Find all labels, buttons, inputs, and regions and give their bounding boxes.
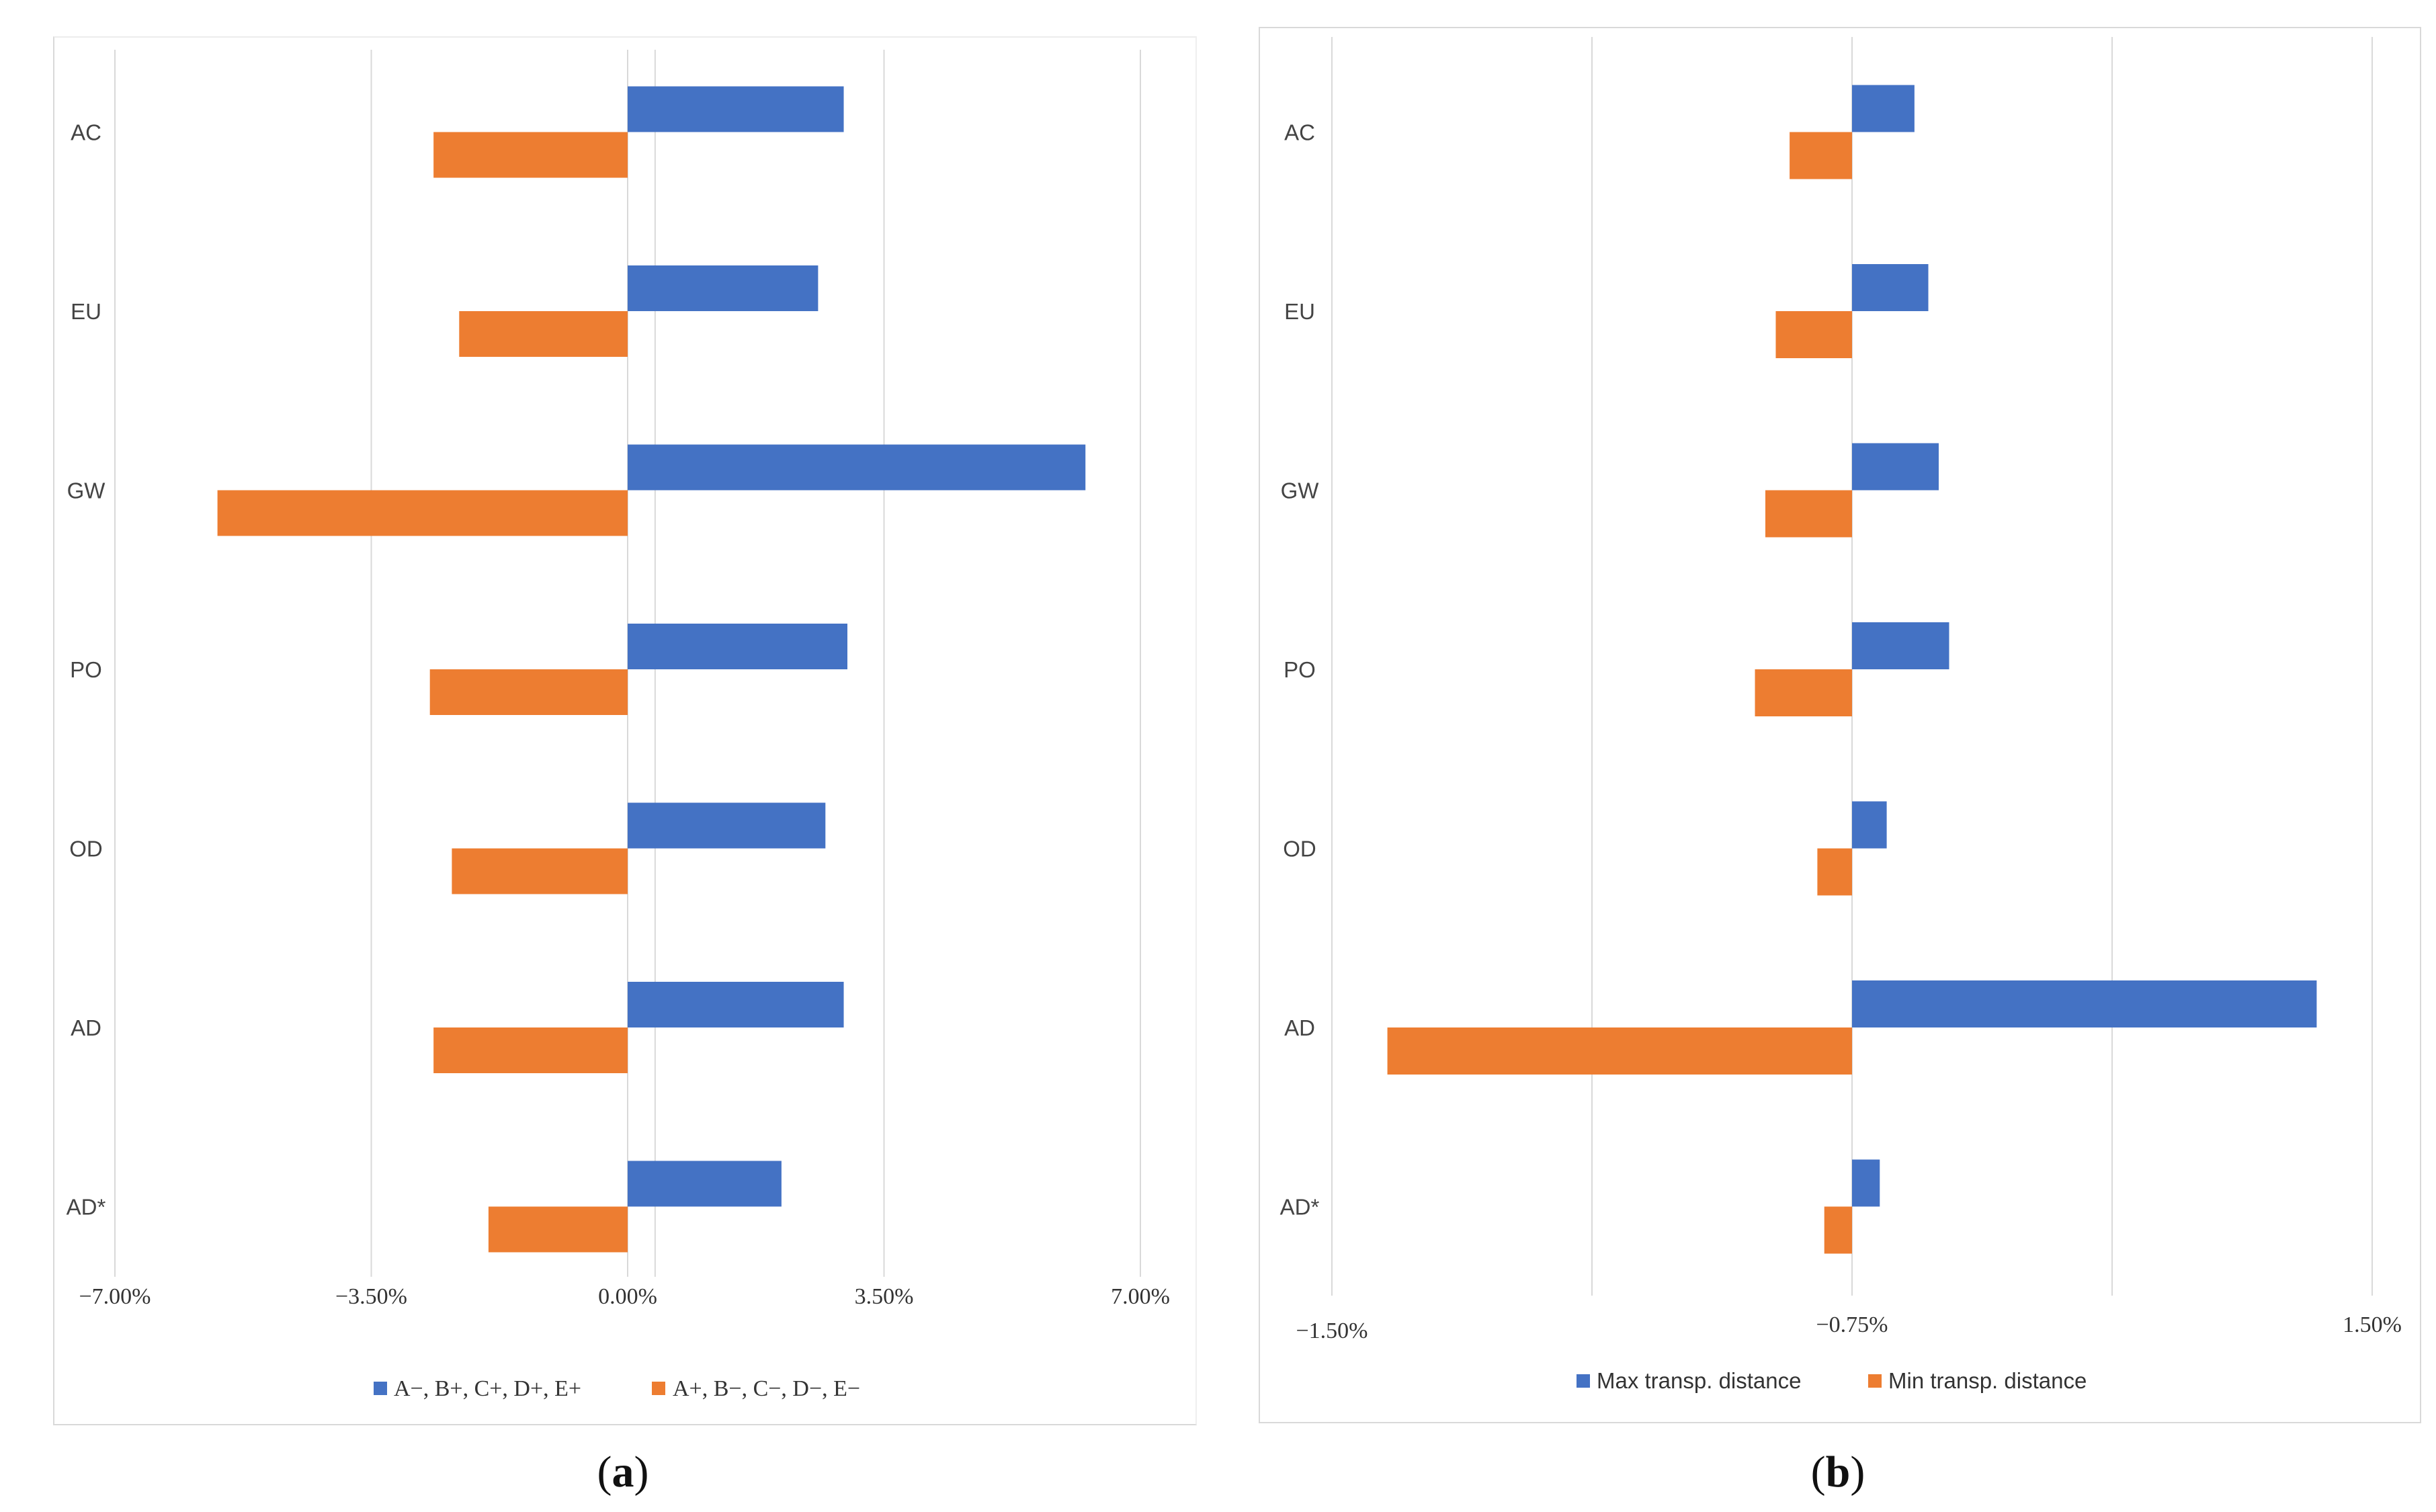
chart-b-bar-ad-positive bbox=[1852, 980, 2317, 1027]
chart-a-x-tick-label: 7.00% bbox=[1111, 1284, 1170, 1309]
chart-a-legend-label-1: A−, B+, C+, D+, E+ bbox=[394, 1376, 581, 1401]
chart-a-category-label-ac: AC bbox=[71, 120, 101, 145]
chart-a-category-label-eu: EU bbox=[71, 299, 101, 324]
chart-b-legend-swatch-1 bbox=[1577, 1374, 1590, 1388]
chart-a-category-label-gw: GW bbox=[67, 478, 106, 503]
chart-a-bar-ac-positive bbox=[628, 86, 844, 132]
chart-a-bar-gw-negative bbox=[217, 490, 628, 536]
chart-b-bar-ac-positive bbox=[1852, 85, 1915, 132]
chart-b-x-tick-label: −0.75% bbox=[1816, 1312, 1888, 1337]
chart-a-bar-po-negative bbox=[429, 669, 628, 715]
chart-a-bar-ad-star-negative bbox=[488, 1206, 628, 1253]
chart-b-bar-po-negative bbox=[1755, 669, 1852, 716]
chart-b-legend-label-2: Min transp. distance bbox=[1888, 1368, 2087, 1393]
chart-a-bar-eu-negative bbox=[459, 311, 628, 357]
chart-a-bar-ac-negative bbox=[433, 132, 628, 178]
chart-b-panel-label: (b) bbox=[1811, 1447, 1865, 1497]
chart-b-category-label-ad: AD bbox=[1284, 1015, 1315, 1040]
chart-b-category-label-po: PO bbox=[1284, 657, 1316, 682]
chart-a-frame bbox=[53, 36, 1197, 1425]
chart-b-bar-po-positive bbox=[1852, 622, 1949, 669]
chart-a-bar-ad-star-positive bbox=[628, 1161, 782, 1207]
chart-a-category-label-ad: AD bbox=[71, 1015, 101, 1040]
chart-a-x-tick-label: −7.00% bbox=[79, 1284, 151, 1309]
chart-b-frame bbox=[1259, 27, 2421, 1423]
chart-a-panel-label: (a) bbox=[597, 1447, 649, 1497]
chart-a-legend-swatch-2 bbox=[652, 1382, 665, 1395]
chart-a-legend-label-2: A+, B−, C−, D−, E− bbox=[673, 1376, 860, 1401]
chart-a-panel-letter: a bbox=[612, 1447, 634, 1497]
chart-b-category-label-ac: AC bbox=[1284, 120, 1315, 145]
chart-a: AC EU GW PO OD AD AD* −7.00% −3.50% 0.00% 3.50% 7.0… bbox=[67, 50, 1170, 1497]
chart-b-x-tick-label: −1.50% bbox=[1296, 1318, 1368, 1343]
chart-a-bar-ad-positive bbox=[628, 982, 844, 1027]
chart-b-legend-swatch-2 bbox=[1868, 1374, 1882, 1388]
chart-b-category-label-od: OD bbox=[1283, 837, 1316, 862]
chart-b-bar-ad-star-positive bbox=[1852, 1159, 1880, 1207]
chart-b-bar-eu-negative bbox=[1775, 311, 1852, 358]
chart-a-bar-ad-negative bbox=[433, 1027, 628, 1073]
chart-b-category-label-ad-star: AD* bbox=[1280, 1195, 1320, 1220]
chart-a-x-tick-label: 0.00% bbox=[598, 1284, 657, 1309]
chart-a-bar-od-positive bbox=[628, 802, 826, 849]
chart-a-bar-od-negative bbox=[452, 848, 628, 894]
chart-a-x-tick-label: −3.50% bbox=[335, 1284, 407, 1309]
chart-b-bar-ad-star-negative bbox=[1824, 1206, 1852, 1254]
chart-b-bar-od-positive bbox=[1852, 801, 1887, 849]
chart-b-category-label-eu: EU bbox=[1284, 299, 1315, 324]
chart-a-x-tick-label: 3.50% bbox=[855, 1284, 914, 1309]
chart-a-bar-po-positive bbox=[628, 624, 847, 669]
chart-b-bar-ad-negative bbox=[1387, 1027, 1852, 1075]
chart-b-x-tick-label: 1.50% bbox=[2343, 1312, 2402, 1337]
chart-a-category-label-od: OD bbox=[69, 837, 103, 862]
chart-a-category-label-po: PO bbox=[70, 657, 102, 682]
chart-a-legend-swatch-1 bbox=[374, 1382, 387, 1395]
chart-b: AC EU GW PO OD AD AD* −1.50% −0.75% 1.50% Max tran… bbox=[1280, 37, 2402, 1497]
chart-b-bar-gw-negative bbox=[1765, 490, 1852, 538]
chart-a-bar-gw-positive bbox=[628, 444, 1086, 491]
chart-b-category-label-gw: GW bbox=[1281, 478, 1320, 503]
chart-b-bar-gw-positive bbox=[1852, 443, 1939, 491]
chart-b-panel-letter: b bbox=[1826, 1447, 1851, 1497]
chart-b-bar-ac-negative bbox=[1790, 132, 1852, 179]
chart-b-legend-label-1: Max transp. distance bbox=[1597, 1368, 1801, 1393]
chart-a-bar-eu-positive bbox=[628, 265, 818, 311]
chart-b-bar-od-negative bbox=[1817, 848, 1852, 896]
chart-a-category-label-ad-star: AD* bbox=[67, 1195, 106, 1220]
chart-b-bar-eu-positive bbox=[1852, 264, 1929, 311]
